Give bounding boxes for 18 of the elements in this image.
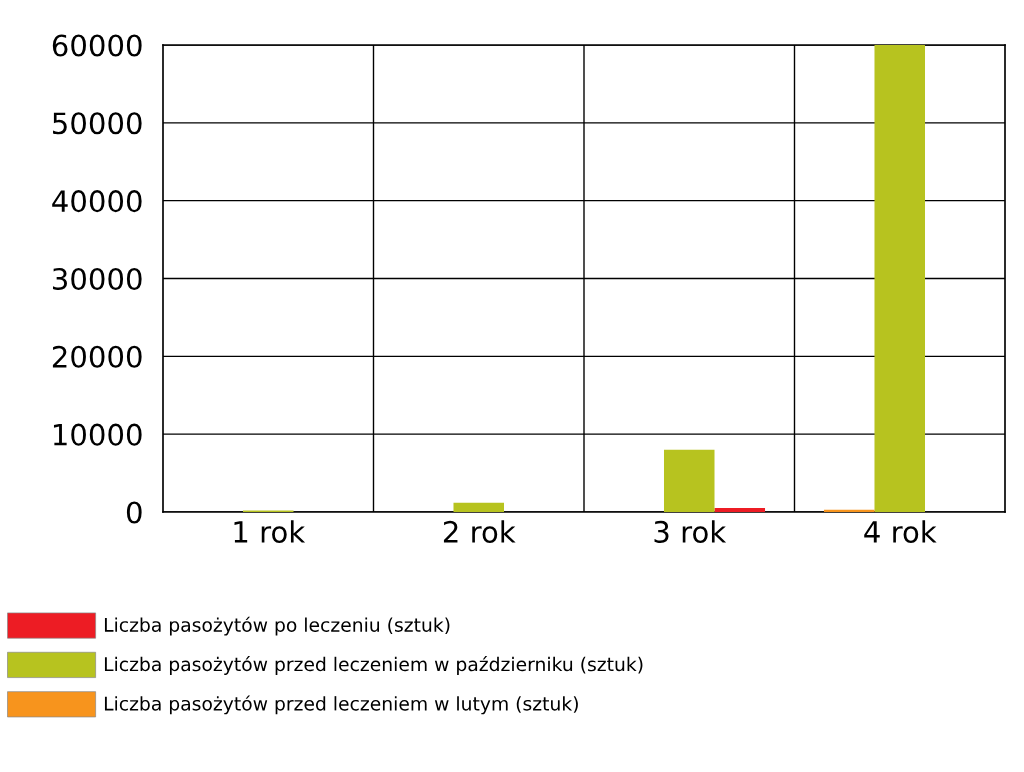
bar xyxy=(874,45,926,512)
bar xyxy=(714,508,766,512)
x-tick-label: 4 rok xyxy=(864,520,937,543)
y-tick-label: 10000 xyxy=(53,423,142,446)
y-tick-label: 30000 xyxy=(52,267,142,290)
bar xyxy=(453,502,505,512)
y-tick-label: 60000 xyxy=(52,34,142,57)
x-tick-label: 1 rok xyxy=(234,520,306,543)
legend-label: Liczba pasożytów po leczeniu (sztuk) xyxy=(104,616,450,636)
y-tick-label: 0 xyxy=(126,501,142,524)
y-tick-label: 20000 xyxy=(52,345,142,368)
legend-label: Liczba pasożytów przed leczeniem w październiku (sztuk) xyxy=(104,656,643,675)
bar xyxy=(663,449,715,512)
x-tick-label: 3 rok xyxy=(654,520,727,543)
x-tick-label: 2 rok xyxy=(443,520,516,543)
y-tick-label: 40000 xyxy=(52,190,142,213)
legend-label: Liczba pasożytów przed leczeniem w lutym (sztuk) xyxy=(104,695,578,715)
y-tick-label: 50000 xyxy=(53,112,142,135)
